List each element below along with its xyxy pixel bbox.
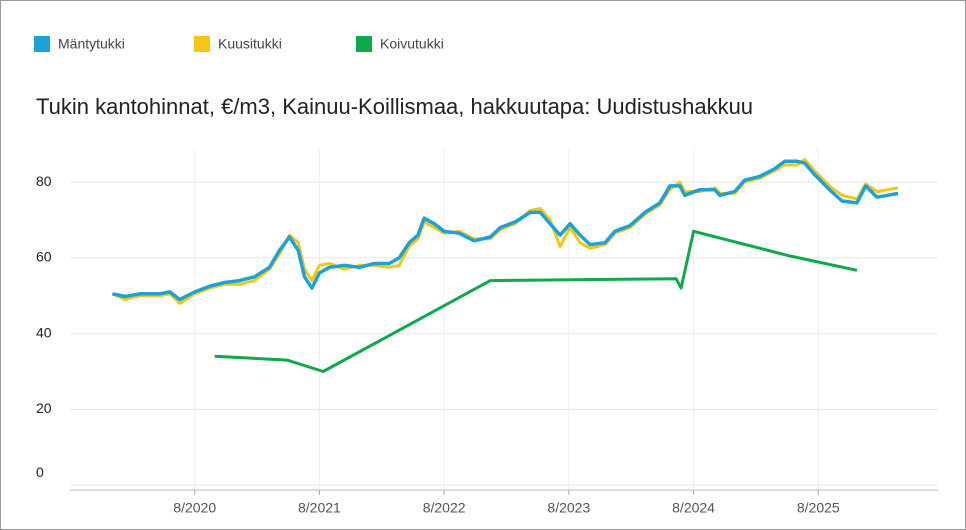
y-tick-label: 20 [36,400,52,416]
legend-label: Mäntytukki [58,36,125,52]
legend-swatch [34,36,50,52]
legend-swatch [356,36,372,52]
y-tick-label: 0 [36,464,44,480]
legend-label: Kuusitukki [218,36,282,52]
x-tick-label: 8/2022 [423,500,466,516]
line-0 [112,159,899,302]
line-2 [214,229,858,373]
x-tick-label: 8/2020 [173,500,216,516]
y-tick-label: 40 [36,324,52,340]
x-tick-label: 8/2023 [547,500,590,516]
legend-swatch [194,36,210,52]
y-tick-label: 60 [36,249,52,265]
x-tick-label: 8/2025 [797,500,840,516]
legend-label: Koivutukki [380,36,444,52]
x-tick-label: 8/2021 [298,500,341,516]
y-tick-label: 80 [36,173,52,189]
x-tick-label: 8/2024 [672,500,715,516]
chart-title: Tukin kantohinnat, €/m3, Kainuu-Koillism… [36,94,753,119]
